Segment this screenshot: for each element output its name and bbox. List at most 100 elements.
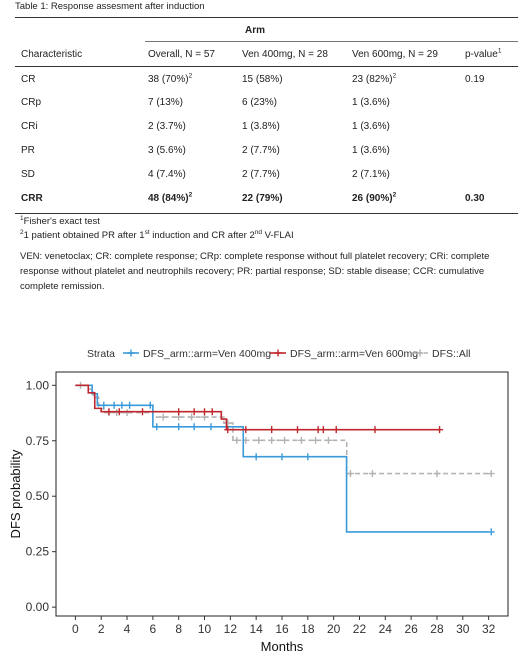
x-axis-label: Months [261, 639, 304, 654]
column-header-text: Overall, N = 57 [148, 49, 215, 60]
censor-mark [436, 426, 444, 434]
column-header: p-value1 [465, 48, 501, 60]
table-cell: 7 (13%) [148, 97, 183, 108]
censor-mark [201, 408, 209, 416]
table-caption: Table 1: Response assesment after induct… [15, 1, 205, 12]
censor-mark [268, 436, 276, 444]
row-label: SD [21, 169, 35, 180]
censor-mark [159, 413, 167, 421]
arm-header-rule [145, 41, 518, 42]
censor-mark [242, 426, 250, 434]
censor-mark [190, 423, 198, 431]
table-cell-text: 3 (5.6%) [148, 145, 186, 156]
column-header: Overall, N = 57 [148, 49, 215, 60]
censor-mark [487, 528, 495, 536]
arm-header: Arm [245, 25, 266, 36]
x-tick-label: 30 [456, 622, 470, 636]
censor-mark [304, 453, 312, 461]
censor-mark [207, 423, 215, 431]
column-header-text: p-value [465, 49, 498, 60]
censor-mark [433, 470, 441, 478]
y-tick-label: 0.25 [26, 545, 50, 559]
footnote-2-mark: 2 [20, 228, 24, 236]
x-tick-label: 26 [404, 622, 418, 636]
table-cell: 2 (7.7%) [242, 145, 280, 156]
x-tick-label: 20 [327, 622, 341, 636]
table-cell: 0.30 [465, 193, 484, 204]
censor-mark [371, 426, 379, 434]
table-cell-text: 2 (7.7%) [242, 169, 280, 180]
table-cell-text: 0.19 [465, 74, 485, 85]
censor-mark [190, 408, 198, 416]
censor-mark [233, 436, 241, 444]
legend-censor-mark [274, 349, 282, 357]
censor-mark [487, 470, 495, 478]
censor-mark [126, 401, 134, 409]
legend-entry: DFS_arm::arm=Ven 600mg [290, 348, 418, 360]
table-cell-text: 2 (3.7%) [148, 121, 186, 132]
footnote-2: 21 patient obtained PR after 1st inducti… [20, 228, 294, 241]
x-tick-label: 28 [430, 622, 444, 636]
table-cell-text: 48 (84%) [148, 193, 189, 204]
censor-mark [268, 426, 276, 434]
column-header: Characteristic [21, 49, 82, 60]
table-cell-footnote-mark: 2 [188, 191, 193, 199]
table-cell-text: 6 (23%) [242, 97, 278, 108]
footnote-2-text-c: V-FLAI [261, 230, 294, 241]
table-header-rule [15, 66, 518, 67]
censor-mark [100, 401, 108, 409]
table-cell: 38 (70%)2 [148, 73, 192, 85]
row-label: PR [21, 145, 35, 156]
column-header-text: Ven 400mg, N = 28 [242, 49, 328, 60]
censor-mark [118, 401, 126, 409]
legend-title: Strata [87, 348, 115, 360]
abbreviations-note: VEN: venetoclax; CR: complete response; … [20, 251, 490, 292]
censor-mark [208, 408, 216, 416]
table-top-rule [15, 17, 518, 18]
column-header-text: Ven 600mg, N = 29 [352, 49, 438, 60]
table-cell-text: 7 (13%) [148, 97, 184, 108]
x-tick-label: 10 [198, 622, 212, 636]
column-header-text: Characteristic [21, 49, 83, 60]
table-cell-text: 1 (3.6%) [352, 145, 390, 156]
table-cell-text: 38 (70%) [148, 74, 189, 85]
y-tick-label: 0.75 [26, 434, 50, 448]
footnote-1-mark: 1 [20, 214, 24, 222]
table-cell: 6 (23%) [242, 97, 277, 108]
row-label: CRi [21, 121, 38, 132]
footnote-1: 1Fisher's exact test [20, 214, 100, 227]
censor-mark [146, 401, 154, 409]
x-tick-label: 14 [249, 622, 263, 636]
censor-mark [175, 408, 183, 416]
table-cell: 48 (84%)2 [148, 191, 193, 204]
column-header: Ven 600mg, N = 29 [352, 49, 438, 60]
table-cell-text: 1 (3.8%) [242, 121, 280, 132]
censor-mark [255, 436, 263, 444]
table-cell: 0.19 [465, 74, 484, 85]
table-cell-footnote-mark: 2 [392, 72, 397, 80]
x-tick-label: 2 [98, 622, 105, 636]
censor-mark [175, 423, 183, 431]
footnote-2-text-a: 1 patient obtained PR after 1 [23, 230, 145, 241]
table-bottom-rule [15, 213, 518, 214]
table-cell-text: 0.30 [465, 193, 485, 204]
table-cell: 1 (3.6%) [352, 145, 390, 156]
footnote-2-sup-2: nd [254, 228, 262, 236]
row-label: CRR [21, 193, 43, 204]
censor-mark [224, 426, 232, 434]
km-curve-0 [75, 384, 489, 533]
x-tick-label: 4 [124, 622, 131, 636]
table-cell: 1 (3.8%) [242, 121, 280, 132]
censor-mark [224, 419, 232, 427]
x-tick-label: 24 [379, 622, 393, 636]
censor-mark [332, 426, 340, 434]
table-cell-text: 2 (7.1%) [352, 169, 390, 180]
table-cell: 3 (5.6%) [148, 145, 186, 156]
footnote-2-sup-1: st [144, 228, 150, 236]
table-cell-text: 1 (3.6%) [352, 121, 390, 132]
table-cell-footnote-mark: 2 [392, 191, 397, 199]
x-tick-label: 32 [482, 622, 496, 636]
y-axis-label: DFS probability [8, 449, 23, 538]
table-cell-text: 15 (58%) [242, 74, 283, 85]
legend-entry: DFS::All [432, 348, 471, 360]
